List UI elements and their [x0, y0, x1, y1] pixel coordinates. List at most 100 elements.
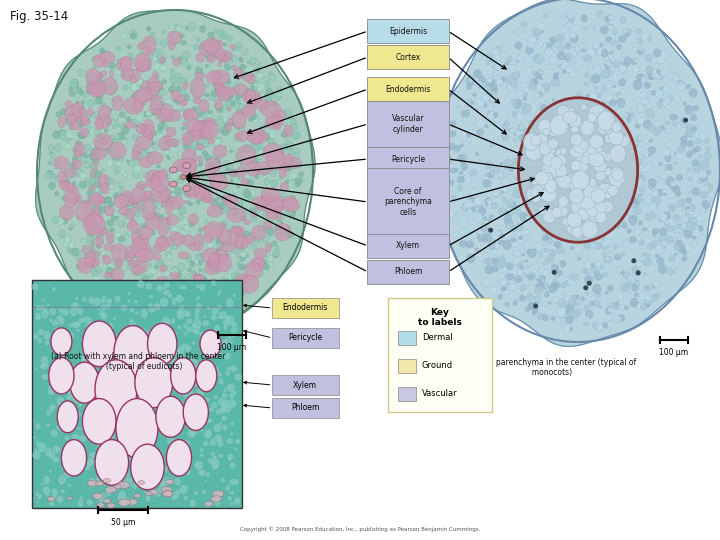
Ellipse shape — [516, 172, 523, 180]
Ellipse shape — [202, 242, 207, 246]
Ellipse shape — [125, 137, 127, 140]
Ellipse shape — [598, 112, 610, 123]
Ellipse shape — [140, 226, 146, 231]
Ellipse shape — [285, 179, 289, 184]
Ellipse shape — [526, 294, 534, 301]
Ellipse shape — [104, 197, 112, 204]
Ellipse shape — [548, 301, 552, 305]
Ellipse shape — [217, 104, 222, 107]
Ellipse shape — [102, 228, 109, 234]
Ellipse shape — [552, 265, 559, 272]
Ellipse shape — [698, 172, 707, 179]
Ellipse shape — [99, 280, 107, 287]
Ellipse shape — [513, 188, 518, 192]
Ellipse shape — [232, 65, 238, 70]
Ellipse shape — [594, 108, 598, 111]
Ellipse shape — [515, 30, 520, 36]
Ellipse shape — [616, 211, 621, 217]
Ellipse shape — [240, 246, 243, 250]
Text: Endodermis: Endodermis — [282, 303, 328, 313]
Ellipse shape — [126, 264, 132, 269]
Ellipse shape — [183, 82, 188, 89]
Ellipse shape — [644, 214, 649, 219]
Ellipse shape — [522, 253, 525, 256]
Ellipse shape — [593, 160, 607, 172]
Ellipse shape — [102, 77, 117, 95]
Ellipse shape — [240, 124, 246, 129]
Ellipse shape — [554, 42, 559, 47]
Ellipse shape — [210, 200, 217, 207]
Ellipse shape — [76, 103, 80, 107]
Ellipse shape — [523, 181, 532, 191]
Ellipse shape — [532, 29, 541, 35]
Ellipse shape — [109, 185, 114, 190]
Ellipse shape — [598, 131, 603, 136]
Ellipse shape — [251, 262, 257, 267]
Ellipse shape — [181, 379, 187, 386]
Ellipse shape — [109, 416, 112, 420]
Ellipse shape — [693, 219, 697, 223]
Ellipse shape — [139, 381, 147, 388]
Ellipse shape — [122, 376, 131, 384]
Ellipse shape — [567, 231, 575, 238]
Ellipse shape — [514, 213, 518, 218]
Ellipse shape — [158, 202, 161, 205]
Ellipse shape — [265, 207, 279, 219]
Ellipse shape — [235, 150, 240, 154]
Ellipse shape — [617, 86, 621, 90]
Ellipse shape — [557, 35, 565, 43]
Ellipse shape — [567, 279, 575, 286]
Ellipse shape — [150, 255, 153, 259]
Ellipse shape — [542, 234, 549, 241]
Ellipse shape — [498, 208, 507, 215]
Ellipse shape — [278, 176, 282, 180]
Ellipse shape — [291, 132, 298, 140]
Ellipse shape — [125, 477, 132, 487]
Ellipse shape — [652, 231, 657, 237]
Ellipse shape — [35, 448, 37, 452]
Ellipse shape — [66, 393, 73, 401]
Ellipse shape — [475, 108, 478, 111]
Ellipse shape — [158, 123, 164, 129]
Ellipse shape — [253, 116, 259, 123]
Ellipse shape — [634, 53, 639, 57]
Ellipse shape — [653, 257, 662, 265]
Ellipse shape — [525, 277, 530, 281]
Ellipse shape — [94, 269, 98, 275]
Ellipse shape — [272, 116, 284, 126]
Ellipse shape — [588, 207, 605, 222]
Ellipse shape — [79, 260, 89, 271]
Ellipse shape — [498, 240, 504, 245]
Ellipse shape — [167, 381, 171, 387]
Ellipse shape — [558, 136, 565, 144]
Ellipse shape — [274, 223, 291, 241]
Ellipse shape — [66, 118, 71, 124]
Ellipse shape — [230, 432, 233, 436]
Ellipse shape — [183, 318, 188, 322]
Ellipse shape — [573, 308, 581, 316]
Ellipse shape — [251, 257, 265, 271]
Ellipse shape — [552, 242, 554, 245]
Ellipse shape — [72, 181, 76, 185]
Ellipse shape — [549, 272, 555, 277]
Ellipse shape — [502, 134, 509, 141]
Ellipse shape — [178, 252, 189, 259]
Ellipse shape — [135, 136, 153, 149]
Ellipse shape — [165, 304, 173, 312]
Ellipse shape — [238, 92, 243, 97]
Ellipse shape — [265, 243, 271, 252]
Ellipse shape — [580, 296, 585, 301]
Ellipse shape — [76, 169, 83, 177]
Ellipse shape — [219, 202, 225, 209]
Ellipse shape — [222, 424, 228, 431]
Ellipse shape — [701, 174, 708, 182]
Ellipse shape — [76, 87, 82, 93]
Ellipse shape — [246, 234, 255, 244]
Ellipse shape — [688, 204, 695, 212]
Ellipse shape — [522, 171, 531, 181]
Ellipse shape — [107, 279, 111, 283]
Ellipse shape — [111, 213, 119, 221]
Ellipse shape — [533, 279, 538, 286]
Ellipse shape — [182, 148, 197, 167]
Ellipse shape — [616, 115, 623, 122]
